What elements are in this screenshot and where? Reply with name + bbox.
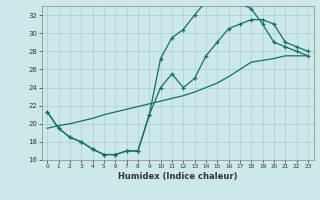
X-axis label: Humidex (Indice chaleur): Humidex (Indice chaleur) <box>118 172 237 181</box>
